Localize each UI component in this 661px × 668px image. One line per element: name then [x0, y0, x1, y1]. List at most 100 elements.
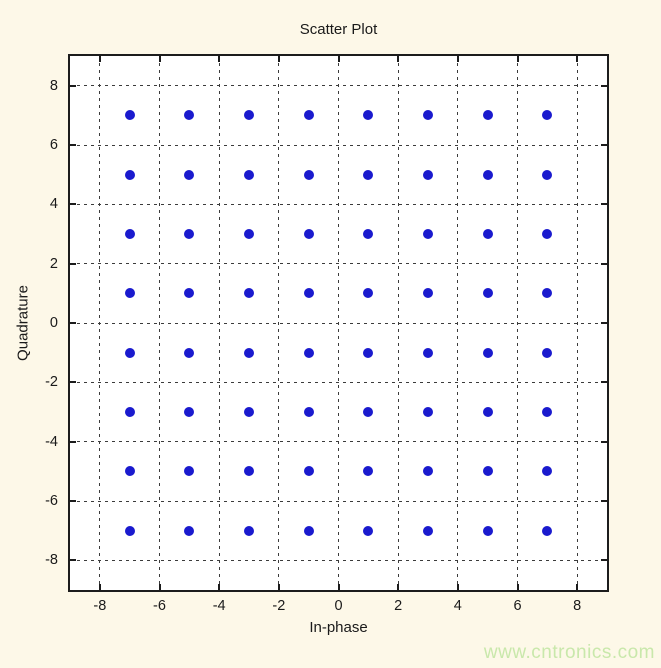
data-point — [303, 169, 314, 180]
data-point — [363, 407, 374, 417]
gridline-horizontal — [70, 381, 607, 383]
gridline-horizontal — [70, 203, 607, 205]
gridline-horizontal — [70, 441, 607, 443]
data-point — [184, 347, 195, 358]
data-point — [363, 229, 374, 239]
data-point — [184, 288, 195, 299]
data-point — [124, 110, 135, 121]
x-tick-mark — [516, 584, 519, 590]
x-tick-mark — [576, 56, 579, 62]
y-tick-mark — [601, 500, 607, 502]
gridline-horizontal — [70, 263, 607, 265]
plot-area — [68, 54, 609, 592]
data-point — [423, 229, 433, 239]
data-point — [184, 466, 195, 477]
y-tick-mark — [601, 381, 607, 384]
data-point — [244, 229, 254, 239]
data-point — [542, 110, 553, 121]
y-tick-label: 4 — [49, 196, 58, 213]
x-tick-mark — [277, 584, 280, 590]
data-point — [363, 169, 374, 180]
x-tick-label: -8 — [93, 598, 107, 614]
x-tick-mark — [397, 584, 400, 590]
x-axis-label: In-phase — [309, 619, 368, 636]
data-point — [423, 288, 433, 299]
y-tick-mark — [70, 262, 76, 265]
y-tick-label: 2 — [49, 255, 58, 272]
x-tick-mark — [456, 56, 459, 62]
data-point — [542, 347, 553, 358]
data-point — [363, 110, 374, 121]
x-tick-label: 4 — [453, 598, 462, 614]
data-point — [184, 110, 195, 121]
x-tick-mark — [576, 584, 579, 590]
data-point — [244, 525, 254, 536]
y-tick-mark — [601, 84, 607, 87]
data-point — [482, 288, 493, 299]
data-point — [423, 347, 433, 358]
data-point — [542, 229, 553, 239]
data-point — [124, 288, 135, 299]
data-point — [363, 347, 374, 358]
y-tick-mark — [70, 144, 76, 146]
x-tick-mark — [98, 56, 101, 62]
x-tick-mark — [98, 584, 101, 590]
watermark-text: www.cntronics.com — [483, 642, 655, 663]
y-tick-mark — [601, 203, 607, 206]
data-point — [303, 407, 314, 417]
y-tick-label: 6 — [49, 137, 58, 153]
y-tick-label: 0 — [49, 315, 58, 331]
data-point — [244, 407, 254, 417]
gridline-horizontal — [70, 500, 607, 502]
data-point — [244, 288, 254, 299]
data-point — [124, 229, 135, 239]
x-tick-mark — [158, 56, 161, 62]
data-point — [124, 407, 135, 417]
data-point — [244, 347, 254, 358]
y-tick-mark — [70, 203, 76, 206]
data-point — [244, 466, 254, 477]
data-point — [184, 169, 195, 180]
y-tick-mark — [601, 144, 607, 146]
x-tick-mark — [456, 584, 459, 590]
data-point — [184, 407, 195, 417]
data-point — [482, 525, 493, 536]
data-point — [303, 229, 314, 239]
data-point — [244, 110, 254, 121]
data-point — [542, 525, 553, 536]
x-tick-label: -4 — [212, 598, 226, 614]
data-point — [303, 466, 314, 477]
x-tick-mark — [397, 56, 400, 62]
y-tick-mark — [601, 262, 607, 265]
data-point — [303, 288, 314, 299]
y-tick-mark — [601, 440, 607, 443]
data-point — [363, 466, 374, 477]
y-tick-mark — [70, 381, 76, 384]
y-tick-mark — [70, 322, 76, 324]
x-tick-label: -2 — [272, 598, 286, 614]
data-point — [482, 407, 493, 417]
x-tick-mark — [158, 584, 161, 590]
y-tick-mark — [601, 322, 607, 324]
x-tick-mark — [516, 56, 519, 62]
x-tick-label: 8 — [573, 598, 582, 614]
data-point — [363, 288, 374, 299]
y-tick-mark — [70, 84, 76, 87]
chart-title: Scatter Plot — [299, 21, 378, 38]
data-point — [482, 466, 493, 477]
data-point — [482, 229, 493, 239]
data-point — [244, 169, 254, 180]
y-tick-mark — [601, 559, 607, 562]
data-point — [482, 347, 493, 358]
data-point — [542, 169, 553, 180]
data-point — [423, 110, 433, 121]
x-tick-mark — [277, 56, 280, 62]
y-tick-mark — [70, 440, 76, 443]
data-point — [423, 525, 433, 536]
y-tick-mark — [70, 559, 76, 562]
data-point — [423, 407, 433, 417]
data-point — [124, 466, 135, 477]
x-tick-mark — [218, 56, 221, 62]
data-point — [363, 525, 374, 536]
y-tick-label: -8 — [45, 552, 58, 569]
